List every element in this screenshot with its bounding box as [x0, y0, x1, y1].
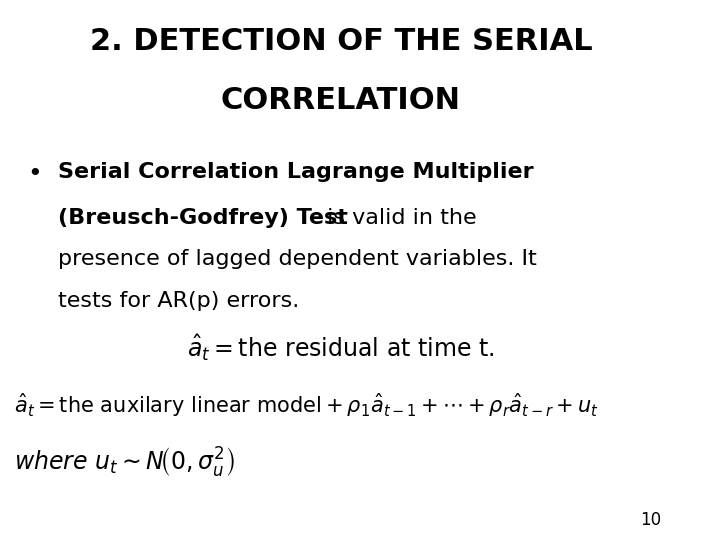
Text: $\hat{a}_t = \mathrm{the\ auxilary\ linear\ model} + \rho_1\hat{a}_{t-1} + \cdot: $\hat{a}_t = \mathrm{the\ auxilary\ line… [14, 392, 598, 419]
Text: •: • [27, 162, 42, 186]
Text: presence of lagged dependent variables. It: presence of lagged dependent variables. … [58, 249, 536, 269]
Text: Serial Correlation Lagrange Multiplier: Serial Correlation Lagrange Multiplier [58, 162, 534, 182]
Text: $\hat{a}_t = \mathrm{the\ residual\ at\ time\ t.}$: $\hat{a}_t = \mathrm{the\ residual\ at\ … [187, 332, 495, 363]
Text: $\mathit{where}\ u_t \sim N\!\left(0,\sigma_u^2\right)$: $\mathit{where}\ u_t \sim N\!\left(0,\si… [14, 446, 234, 480]
Text: 2. DETECTION OF THE SERIAL: 2. DETECTION OF THE SERIAL [89, 27, 593, 56]
Text: is valid in the: is valid in the [320, 208, 477, 228]
Text: tests for AR(p) errors.: tests for AR(p) errors. [58, 291, 300, 310]
Text: 10: 10 [640, 511, 662, 529]
Text: CORRELATION: CORRELATION [221, 86, 461, 116]
Text: (Breusch-Godfrey) Test: (Breusch-Godfrey) Test [58, 208, 348, 228]
